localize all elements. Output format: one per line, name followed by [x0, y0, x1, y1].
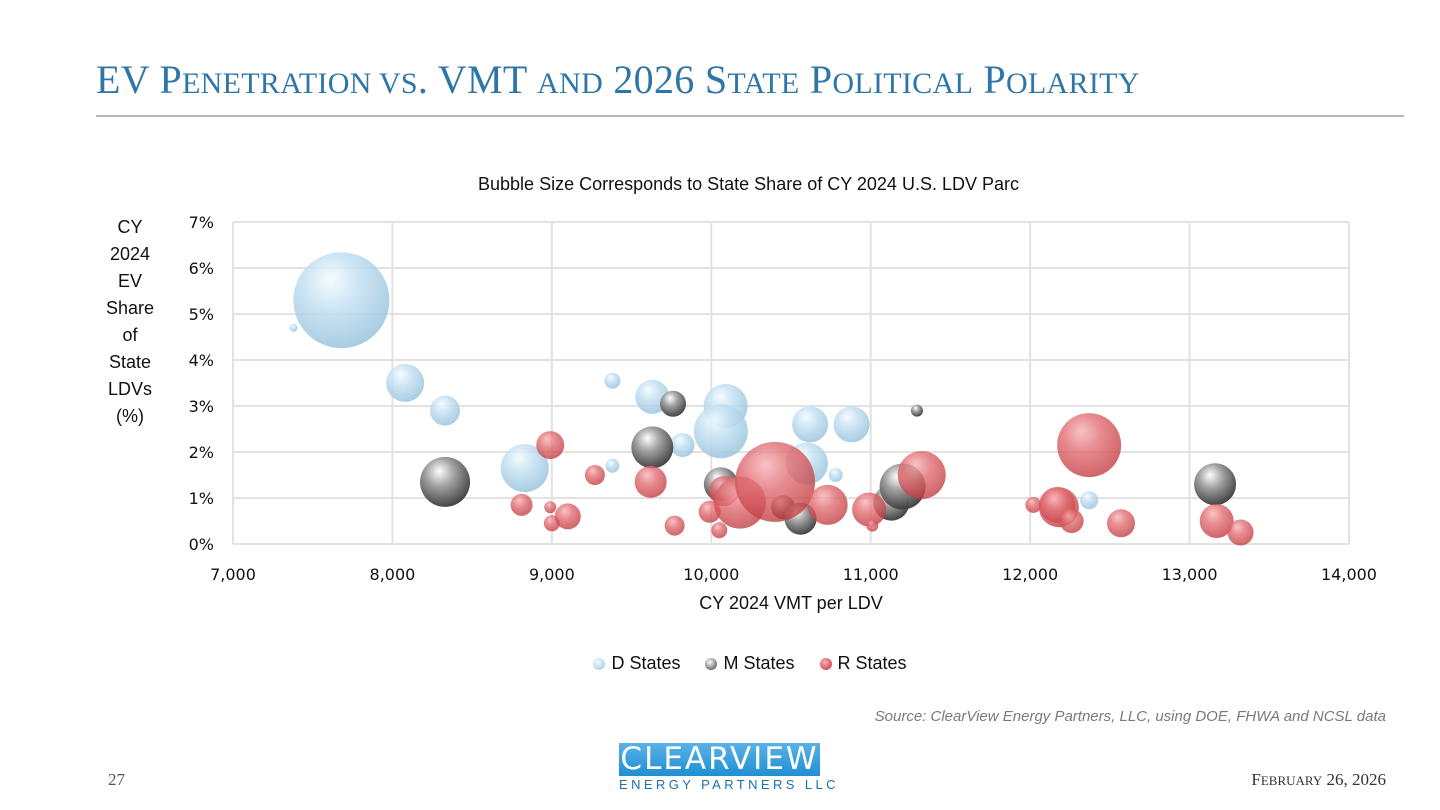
x-tick-label: 7,000 [210, 565, 256, 584]
title-segment: . VMT [417, 57, 538, 102]
bubble-d [293, 252, 390, 349]
y-tick-label: 0% [189, 535, 214, 554]
title-segment: 2026 S [603, 57, 728, 102]
bubble-r [584, 465, 605, 485]
date-month-rest: EBRUARY [1260, 773, 1323, 788]
bubble-m [1194, 463, 1237, 506]
x-axis-label: CY 2024 VMT per LDV [699, 593, 883, 613]
x-tick-label: 10,000 [683, 565, 739, 584]
bubble-d [792, 406, 829, 443]
bubble-d [500, 444, 549, 493]
legend-r-marker-icon [819, 657, 832, 670]
title-segment: TATE [727, 67, 800, 100]
x-tick-label: 8,000 [370, 565, 416, 584]
bubble-m [660, 390, 687, 417]
bubble-r [866, 519, 879, 532]
page-number: 27 [108, 770, 125, 789]
title-segment: OLARITY [1005, 67, 1140, 100]
legend-item-d[interactable]: D States [593, 653, 680, 674]
bubbles [289, 252, 1254, 546]
source-note: Source: ClearView Energy Partners, LLC, … [874, 708, 1386, 725]
y-axis-label-line: CY [117, 217, 143, 237]
bubble-r [664, 515, 685, 536]
bubble-d [693, 404, 748, 459]
y-axis-label: CY 2024 EV Share of State LDVs (%) [96, 214, 164, 430]
bubble-r [1059, 509, 1084, 533]
bubble-d [430, 395, 461, 426]
logo-tagline: ENERGY PARTNERS LLC [619, 777, 839, 792]
legend-d-label: D States [611, 653, 681, 673]
bubble-r [1227, 519, 1254, 546]
bubble-r [711, 522, 728, 539]
bubble-d [386, 364, 425, 402]
title-segment: EV P [96, 57, 183, 102]
title-segment: OLITICAL [832, 67, 974, 100]
y-tick-labels: 0% 1% 2% 3% 4% 5% 6% 7% [189, 213, 214, 554]
bubble-r [536, 431, 565, 460]
bubble-m [631, 426, 674, 469]
y-tick-label: 1% [189, 489, 214, 508]
date-day-year: 26, 2026 [1322, 770, 1387, 789]
title-segment: P [799, 57, 833, 102]
x-tick-label: 12,000 [1002, 565, 1058, 584]
date: FEBRUARY 26, 2026 [1251, 770, 1386, 790]
bubble-r [897, 451, 946, 499]
bubble-d [289, 323, 298, 332]
legend-m-label: M States [723, 653, 795, 673]
bubble-m [910, 404, 923, 417]
y-axis-label-line: of [122, 325, 138, 345]
x-tick-label: 14,000 [1321, 565, 1377, 584]
y-axis-label-line: Share [105, 298, 155, 318]
bubble-r [510, 493, 533, 516]
bubble-d [1080, 491, 1099, 510]
x-tick-label: 13,000 [1162, 565, 1218, 584]
date-initial: F [1251, 770, 1261, 789]
bubble-d [833, 406, 870, 443]
y-axis-label-line: LDVs [107, 379, 152, 399]
bubble-r [634, 465, 667, 498]
bubble-m [420, 456, 471, 507]
legend-m-marker-icon [705, 657, 718, 670]
page-title: EV PENETRATION VS. VMT AND 2026 STATE PO… [96, 56, 1140, 103]
bubble-d [605, 458, 620, 473]
bubble-d [604, 372, 621, 389]
legend-r-label: R States [837, 653, 907, 673]
bubble-d [670, 433, 695, 458]
bubble-r [1107, 509, 1136, 538]
y-tick-label: 6% [189, 259, 214, 278]
bubble-r [807, 484, 848, 525]
title-divider [96, 115, 1404, 117]
legend: D States M States R States [0, 653, 1440, 675]
bubble-r [554, 503, 581, 530]
y-axis-label-line: 2024 [109, 244, 151, 264]
clearview-logo: CLEARVIEW ENERGY PARTNERS LLC [619, 741, 839, 792]
x-tick-label: 11,000 [843, 565, 899, 584]
bubble-r [852, 492, 887, 527]
legend-item-m[interactable]: M States [705, 653, 795, 674]
y-tick-label: 5% [189, 305, 214, 324]
y-axis-label-line: State [108, 352, 152, 372]
bubble-r [1199, 504, 1234, 538]
legend-d-marker-icon [593, 657, 606, 670]
x-tick-label: 9,000 [529, 565, 575, 584]
title-segment: AND [537, 67, 604, 100]
x-tick-labels: 7,000 8,000 9,000 10,000 11,000 12,000 13,000 1… [210, 565, 1377, 584]
bubble-d [828, 468, 843, 482]
y-axis-label-line: (%) [116, 406, 144, 426]
logo-wordmark: CLEARVIEW [619, 741, 820, 777]
title-segment: ENETRATION VS [182, 67, 418, 100]
y-tick-label: 3% [189, 397, 214, 416]
legend-item-r[interactable]: R States [819, 653, 907, 674]
y-axis-label-line: EV [117, 271, 142, 291]
bubble-r [544, 501, 557, 514]
chart-title: Bubble Size Corresponds to State Share o… [478, 174, 1019, 194]
bubble-r [735, 441, 816, 522]
y-tick-label: 7% [189, 213, 214, 232]
bubble-r [1025, 496, 1042, 513]
y-tick-label: 4% [189, 351, 214, 370]
title-segment: P [973, 57, 1006, 102]
bubble-r [1057, 413, 1122, 478]
y-tick-label: 2% [189, 443, 214, 462]
